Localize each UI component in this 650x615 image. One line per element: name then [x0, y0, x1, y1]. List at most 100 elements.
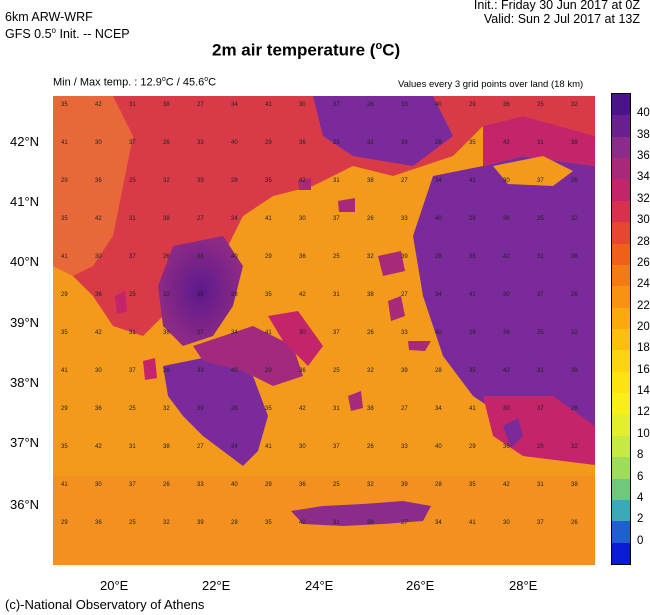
- grid-value: 29: [469, 330, 476, 336]
- grid-value: 27: [197, 444, 204, 450]
- grid-value: 35: [265, 406, 272, 412]
- grid-value: 28: [435, 140, 442, 146]
- colorbar-tick-label: 32: [637, 192, 650, 205]
- grid-value: 26: [571, 520, 578, 526]
- grid-value: 27: [401, 292, 408, 298]
- lon-label-28: 28°E: [509, 578, 538, 593]
- temperature-map-canvas: 35 42 31 38 27 34 41 30 37 26 33 40 29 36 25 32 41 30 37 26…: [53, 96, 595, 565]
- lat-label-40: 40°N: [10, 254, 40, 269]
- grid-value: 42: [95, 102, 102, 108]
- grid-value: 42: [95, 330, 102, 336]
- lat-label-41: 41°N: [10, 194, 40, 209]
- grid-value: 28: [435, 254, 442, 260]
- grid-value: 38: [163, 102, 170, 108]
- grid-value: 37: [129, 368, 136, 374]
- grid-value: 29: [61, 178, 68, 184]
- grid-value: 38: [367, 178, 374, 184]
- grid-value: 38: [367, 406, 374, 412]
- init-source-degree: o: [51, 26, 56, 35]
- grid-values: 35 42 31 38 27 34 41 30 37 26 33 40 29 36 25 32 41 30 37 26…: [61, 102, 578, 526]
- grid-value: 34: [435, 406, 442, 412]
- colorbar-tick-label: 6: [637, 470, 644, 483]
- credit-label: (c)-National Observatory of Athens: [5, 597, 205, 612]
- init-source-label: GFS 0.5o Init. -- NCEP: [5, 24, 130, 41]
- grid-value: 37: [537, 178, 544, 184]
- grid-value: 25: [333, 482, 340, 488]
- land-euboea: [268, 311, 323, 366]
- land-kefalonia: [143, 358, 157, 380]
- grid-value: 36: [95, 520, 102, 526]
- colorbar-swatch: [612, 329, 630, 351]
- grid-value: 34: [231, 216, 238, 222]
- grid-value: 26: [571, 292, 578, 298]
- minmax-degree-2: o: [204, 76, 209, 83]
- grid-value: 29: [265, 140, 272, 146]
- lat-label-38: 38°N: [10, 375, 40, 390]
- grid-value: 41: [265, 102, 272, 108]
- lon-label-24: 24°E: [305, 578, 334, 593]
- grid-value: 29: [61, 406, 68, 412]
- colorbar-swatch: [612, 179, 630, 202]
- grid-value: 41: [61, 368, 68, 374]
- grid-value: 25: [129, 178, 136, 184]
- grid-value: 29: [469, 444, 476, 450]
- grid-value: 34: [231, 444, 238, 450]
- minmax-label: Min / Max temp. : 12.9oC / 45.6oC: [53, 76, 216, 89]
- grid-value: 27: [197, 216, 204, 222]
- grid-value: 28: [435, 368, 442, 374]
- grid-value: 38: [367, 520, 374, 526]
- grid-value: 26: [163, 482, 170, 488]
- grid-value: 35: [61, 102, 68, 108]
- grid-value: 35: [265, 520, 272, 526]
- grid-value: 25: [537, 216, 544, 222]
- grid-value: 29: [61, 292, 68, 298]
- grid-value: 36: [95, 178, 102, 184]
- grid-value: 35: [469, 254, 476, 260]
- colorbar-tick-label: 36: [637, 150, 650, 163]
- colorbar-tick-label: 18: [637, 342, 650, 355]
- grid-value: 29: [469, 102, 476, 108]
- grid-value: 38: [571, 368, 578, 374]
- grid-value: 30: [503, 520, 510, 526]
- grid-value: 42: [95, 444, 102, 450]
- grid-value: 35: [61, 444, 68, 450]
- grid-value: 41: [469, 406, 476, 412]
- grid-value: 28: [231, 520, 238, 526]
- colorbar-swatch: [612, 371, 630, 394]
- land-hot-thessaly: [158, 236, 243, 346]
- grid-value: 36: [299, 482, 306, 488]
- grid-value: 37: [333, 330, 340, 336]
- valid-time-label: Valid: Sun 2 Jul 2017 at 13Z: [483, 12, 640, 26]
- grid-value: 40: [435, 330, 442, 336]
- grid-value: 32: [163, 178, 170, 184]
- grid-value: 40: [231, 482, 238, 488]
- grid-value: 30: [95, 254, 102, 260]
- grid-value: 27: [197, 330, 204, 336]
- grid-value: 41: [61, 140, 68, 146]
- land-anatolia: [413, 156, 595, 446]
- grid-value: 26: [367, 102, 374, 108]
- grid-value: 30: [95, 140, 102, 146]
- grid-value: 33: [401, 102, 408, 108]
- colorbar-tick-label: 0: [637, 534, 644, 547]
- colorbar-swatch: [612, 499, 630, 522]
- grid-value: 25: [129, 292, 136, 298]
- grid-value: 32: [571, 444, 578, 450]
- grid-value: 28: [231, 406, 238, 412]
- grid-value: 29: [265, 368, 272, 374]
- grid-value: 33: [401, 216, 408, 222]
- grid-value: 36: [299, 140, 306, 146]
- grid-value: 32: [367, 482, 374, 488]
- land-thrace-coast: [483, 116, 595, 166]
- grid-value: 31: [537, 254, 544, 260]
- sea-marmara: [493, 156, 573, 186]
- grid-value: 40: [231, 254, 238, 260]
- grid-value: 29: [61, 520, 68, 526]
- grid-value: 41: [265, 330, 272, 336]
- grid-value: 29: [469, 216, 476, 222]
- grid-value: 38: [367, 292, 374, 298]
- colorbar-swatch: [612, 158, 630, 180]
- colorbar-swatch: [612, 243, 630, 266]
- grid-value: 32: [163, 292, 170, 298]
- grid-value: 35: [469, 140, 476, 146]
